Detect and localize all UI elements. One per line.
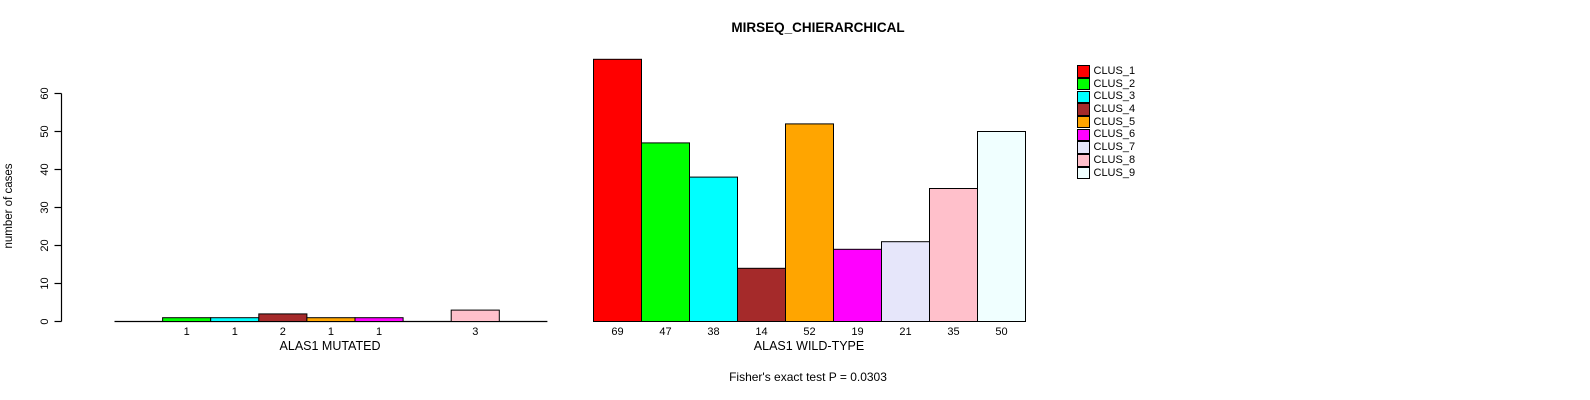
- legend-color-swatch: [1077, 128, 1090, 142]
- bar-value-label: 38: [707, 326, 719, 338]
- bar-alas1-wild-type-clus_2: [641, 142, 690, 322]
- bar-alas1-wild-type-clus_8: [929, 188, 978, 322]
- bar-alas1-wild-type-clus_1: [593, 58, 642, 323]
- bar-alas1-mutated-clus_2: [162, 317, 212, 323]
- legend-label: CLUS_7: [1093, 141, 1136, 154]
- legend-label: CLUS_2: [1093, 77, 1136, 90]
- legend-color-swatch: [1077, 166, 1090, 180]
- legend-color-swatch: [1077, 103, 1090, 116]
- legend-label: CLUS_9: [1093, 166, 1136, 179]
- legend-item-clus_3: CLUS_3: [1077, 90, 1136, 104]
- y-tick-label: 40: [39, 163, 51, 175]
- bar-value-label: 50: [995, 326, 1007, 338]
- bar-value-label: 1: [184, 326, 190, 338]
- legend-color-swatch: [1077, 77, 1090, 91]
- bar-value-label: 3: [472, 326, 478, 338]
- legend-label: CLUS_6: [1093, 128, 1136, 141]
- legend-color-swatch: [1077, 154, 1090, 167]
- bar-alas1-wild-type-clus_5: [785, 123, 834, 323]
- fisher-test-annotation: Fisher's exact test P = 0.0303: [729, 370, 887, 384]
- legend-label: CLUS_3: [1093, 90, 1136, 103]
- x-axis-label-mutated: ALAS1 MUTATED: [279, 339, 381, 353]
- legend-item-clus_4: CLUS_4: [1077, 103, 1135, 116]
- y-tick-label: 30: [39, 201, 51, 213]
- y-tick-label: 10: [39, 277, 51, 289]
- chart-title: MIRSEQ_CHIERARCHICAL: [731, 20, 905, 35]
- legend-label: CLUS_8: [1093, 153, 1136, 166]
- legend: CLUS_1 CLUS_2 CLUS_3 CLUS_4 CLUS_5 CLUS_6 CLUS…: [1077, 65, 1136, 180]
- bar-value-label: 47: [659, 326, 671, 338]
- bar-value-label: 19: [851, 326, 863, 338]
- bar-value-label: 1: [376, 326, 382, 338]
- legend-item-clus_8: CLUS_8: [1077, 154, 1135, 167]
- y-tick-label: 60: [39, 87, 51, 99]
- legend-item-clus_1: CLUS_1: [1077, 65, 1135, 78]
- bar-alas1-mutated-clus_3: [210, 317, 260, 323]
- bar-value-label: 14: [755, 326, 767, 338]
- legend-color-swatch: [1077, 115, 1090, 129]
- bar-alas1-mutated-clus_6: [354, 317, 404, 323]
- legend-label: CLUS_4: [1093, 103, 1136, 116]
- legend-label: CLUS_5: [1093, 115, 1136, 128]
- legend-label: CLUS_1: [1093, 64, 1136, 77]
- legend-item-clus_6: CLUS_6: [1077, 128, 1136, 142]
- bar-alas1-wild-type-clus_7: [881, 241, 930, 322]
- bar-alas1-wild-type-clus_9: [977, 131, 1026, 322]
- bar-value-label: 52: [803, 326, 815, 338]
- bar-value-label: 21: [899, 326, 911, 338]
- legend-color-swatch: [1077, 141, 1090, 154]
- y-tick-label: 0: [39, 318, 51, 324]
- bar-value-label: 69: [611, 326, 623, 338]
- legend-item-clus_5: CLUS_5: [1077, 115, 1136, 129]
- legend-item-clus_9: CLUS_9: [1077, 166, 1136, 180]
- legend-item-clus_2: CLUS_2: [1077, 77, 1136, 91]
- bar-alas1-wild-type-clus_4: [737, 267, 786, 322]
- legend-color-swatch: [1077, 65, 1090, 78]
- bar-alas1-wild-type-clus_3: [689, 176, 738, 322]
- legend-color-swatch: [1077, 90, 1090, 104]
- y-tick-label: 20: [39, 239, 51, 251]
- x-axis-label-wildtype: ALAS1 WILD-TYPE: [753, 339, 865, 353]
- y-tick-label: 50: [39, 125, 51, 137]
- legend-item-clus_7: CLUS_7: [1077, 141, 1135, 154]
- bar-value-label: 2: [280, 326, 286, 338]
- bar-alas1-mutated-clus_4: [258, 313, 308, 322]
- bar-value-label: 1: [232, 326, 238, 338]
- bar-alas1-wild-type-clus_6: [833, 248, 882, 322]
- bar-value-label: 35: [947, 326, 959, 338]
- bar-alas1-mutated-clus_5: [306, 317, 356, 323]
- bar-alas1-mutated-clus_8: [450, 309, 500, 323]
- bar-value-label: 1: [328, 326, 334, 338]
